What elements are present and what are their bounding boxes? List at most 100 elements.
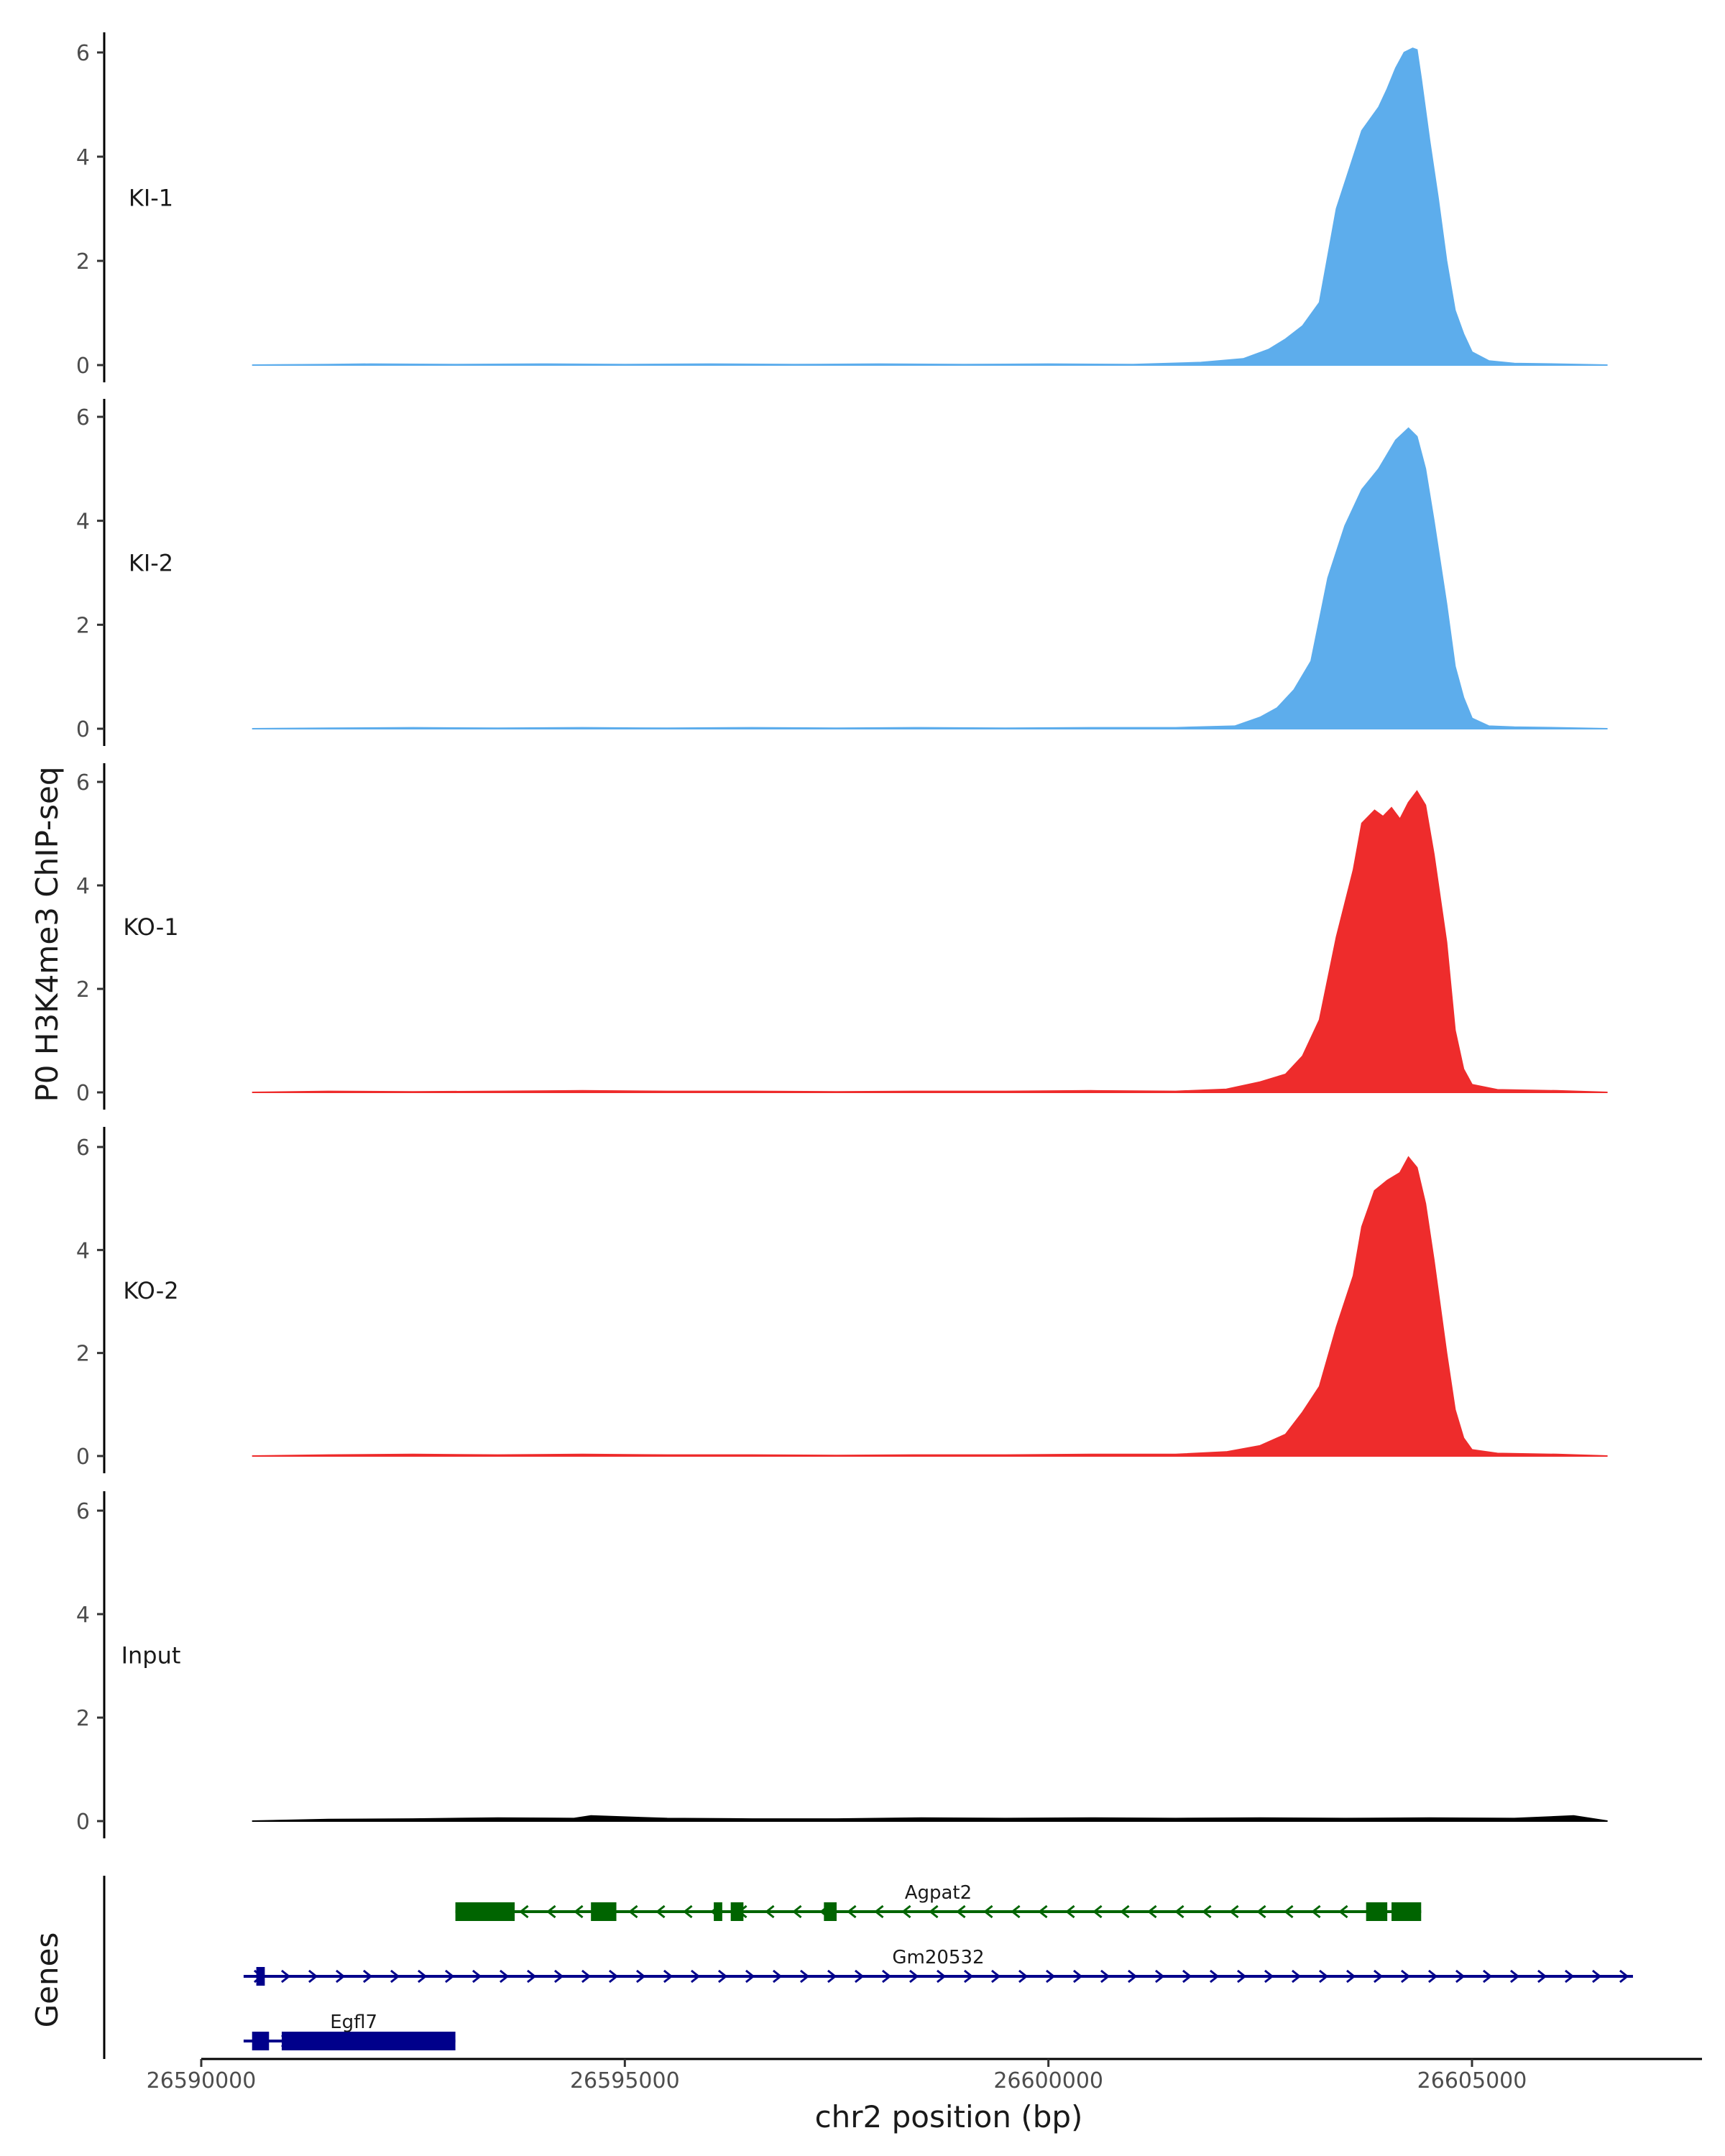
y-tick-label: 0 [76,1810,90,1835]
strand-arrow [1619,1969,1629,1984]
y-tick-label: 4 [76,510,90,535]
y-tick-label: 2 [76,1342,90,1367]
strand-arrow [956,1904,966,1919]
gene-agpat2: Agpat2 [455,1882,1422,1921]
gene-annotation-track: Agpat2 Gm20532 Egfl7 [103,1876,1633,2059]
strand-arrow [546,1904,556,1919]
strand-arrow [827,1969,837,1984]
track-panel-ki-1: 0 2 4 6 KI-1 [76,32,1608,382]
gene-gm20532: Gm20532 [243,1947,1633,1986]
exon [1366,1902,1388,1921]
genes-axis-title: Genes [29,1932,65,2028]
strand-arrow [335,1969,346,1984]
exon [256,1967,265,1986]
strand-arrow [1400,1969,1411,1984]
strand-arrow [963,1969,974,1984]
strand-arrow [553,1969,564,1984]
strand-arrow [308,1969,318,1984]
track-label: Input [121,1642,181,1669]
strand-arrow [990,1969,1001,1984]
strand-arrow [1209,1969,1220,1984]
exon [730,1902,744,1921]
strand-arrow [574,1904,584,1919]
y-tick-label: 0 [76,717,90,742]
strand-arrow [1202,1904,1212,1919]
strand-arrow [1065,1904,1075,1919]
strand-arrow [1092,1904,1103,1919]
strand-arrow [1100,1969,1110,1984]
strand-arrow [628,1904,638,1919]
strand-arrow [1455,1969,1466,1984]
strand-arrow [745,1969,755,1984]
y-tick-label: 4 [76,1603,90,1628]
signal-area [252,47,1608,366]
strand-arrow [444,1969,455,1984]
y-tick-label: 2 [76,613,90,638]
strand-arrow [499,1969,510,1984]
strand-arrow [683,1904,693,1919]
strand-arrow [1147,1904,1157,1919]
strand-arrow [1264,1969,1274,1984]
signal-area [252,1156,1608,1457]
strand-arrow [1537,1969,1547,1984]
strand-arrow [581,1969,592,1984]
y-tick-label: 2 [76,249,90,275]
x-tick-label: 26605000 [1417,2068,1527,2093]
x-axis-title: chr2 position (bp) [815,2099,1083,2134]
strand-arrow [1011,1904,1021,1919]
strand-arrow [519,1904,529,1919]
strand-arrow [390,1969,400,1984]
y-tick-label: 0 [76,1445,90,1470]
track-panel-ko-2: 0 2 4 6 KO-2 [76,1127,1608,1473]
strand-arrow [656,1904,666,1919]
exon [252,2032,270,2050]
x-tick-label: 26590000 [147,2068,257,2093]
y-tick-label: 2 [76,977,90,1003]
strand-arrow [1174,1904,1184,1919]
strand-arrow [874,1904,884,1919]
signal-area [252,1815,1608,1822]
strand-arrow [765,1904,775,1919]
y-tick-label: 4 [76,1238,90,1263]
strand-arrow [1373,1969,1384,1984]
track-label: KI-2 [129,550,173,577]
strand-arrow [1229,1904,1239,1919]
signal-tracks: 0 2 4 6 KI-1 0 2 4 6 KI-2 0 2 4 6 KO-1 0 2 4 6 KO-2 0 2 4 6 Inpu… [76,32,1608,1838]
strand-arrow [1482,1969,1493,1984]
exon [824,1902,837,1921]
y-tick-label: 6 [76,405,90,430]
exon [455,1902,515,1921]
track-label: KO-1 [123,913,178,941]
y-tick-label: 4 [76,145,90,170]
strand-arrow [472,1969,482,1984]
strand-arrow [881,1969,892,1984]
exon [281,2032,456,2050]
y-axis-title: P0 H3K4me3 ChIP-seq [29,766,65,1102]
strand-arrow [417,1969,428,1984]
y-tick-label: 6 [76,770,90,796]
x-tick-label: 26600000 [993,2068,1103,2093]
gene-label: Gm20532 [892,1947,984,1968]
strand-arrow [1591,1969,1602,1984]
strand-arrow [1346,1969,1356,1984]
x-tick-label: 26595000 [570,2068,680,2093]
strand-arrow [717,1969,728,1984]
y-tick-label: 0 [76,1081,90,1106]
exon [591,1902,617,1921]
strand-arrow [983,1904,993,1919]
strand-arrow [1256,1904,1266,1919]
exon [1392,1902,1422,1921]
y-tick-label: 6 [76,1135,90,1161]
track-label: KI-1 [129,185,173,212]
y-tick-label: 2 [76,1706,90,1731]
strand-arrow [799,1969,810,1984]
y-tick-label: 6 [76,41,90,66]
strand-arrow [854,1969,865,1984]
strand-arrow [1038,1904,1048,1919]
signal-area [252,790,1608,1093]
strand-arrow [1018,1969,1029,1984]
strand-arrow [1564,1969,1575,1984]
strand-arrow [901,1904,911,1919]
y-tick-label: 0 [76,354,90,379]
